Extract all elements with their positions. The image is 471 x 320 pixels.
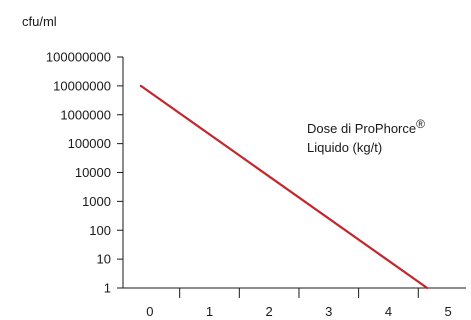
y-ticks: 1 10 100 1000 10000 100000 1000000 10000000 1000… bbox=[46, 50, 123, 296]
x-axis: 0 1 2 3 4 5 bbox=[123, 287, 466, 319]
y-tick-label: 10 bbox=[97, 252, 111, 267]
dose-annotation: Dose di ProPhorce® Liquido (kg/t) bbox=[307, 116, 429, 155]
x-tick-label: 4 bbox=[385, 304, 392, 319]
y-tick-label: 1 bbox=[104, 281, 111, 296]
x-tick-label: 1 bbox=[206, 304, 213, 319]
dose-annotation-line1: Dose di ProPhorce bbox=[307, 121, 416, 136]
x-tick-label: 2 bbox=[266, 304, 273, 319]
series-layer bbox=[139, 84, 429, 290]
y-tick-label: 100000 bbox=[68, 136, 111, 151]
y-tick-label: 1000 bbox=[82, 194, 111, 209]
y-tick-label: 100000000 bbox=[46, 50, 111, 65]
y-tick-label: 10000 bbox=[75, 165, 111, 180]
y-tick-label: 1000000 bbox=[60, 107, 111, 122]
y-axis-title: cfu/ml bbox=[22, 14, 57, 29]
x-tick-label: 3 bbox=[325, 304, 332, 319]
dose-annotation-line2: Liquido (kg/t) bbox=[307, 140, 382, 155]
registered-mark: ® bbox=[416, 117, 425, 131]
series-line bbox=[139, 84, 429, 290]
y-tick-label: 10000000 bbox=[53, 78, 111, 93]
y-axis: 1 10 100 1000 10000 100000 1000000 10000000 1000… bbox=[46, 50, 124, 296]
y-tick-label: 100 bbox=[89, 223, 111, 238]
x-tick-label: 0 bbox=[146, 304, 153, 319]
x-ticks: 0 1 2 3 4 5 bbox=[146, 288, 452, 319]
x-tick-label: 5 bbox=[444, 304, 451, 319]
